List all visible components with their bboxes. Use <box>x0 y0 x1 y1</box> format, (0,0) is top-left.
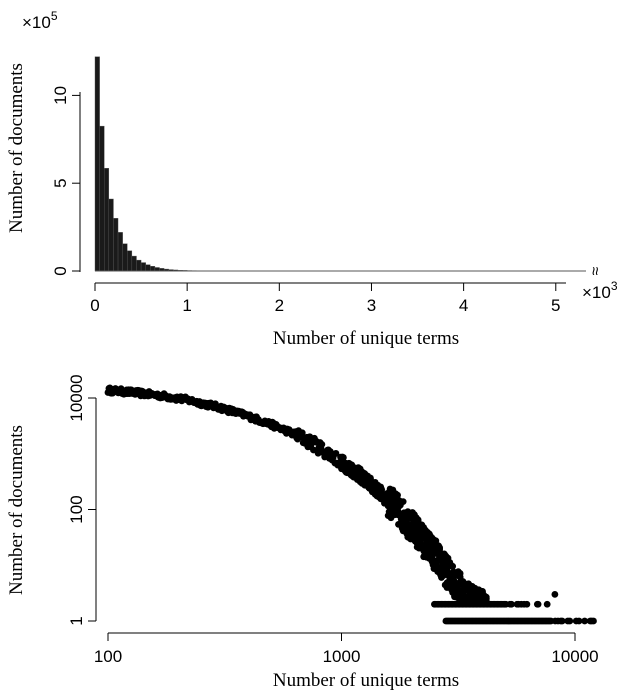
scatter-point <box>558 617 566 625</box>
histogram-x-tick-label: 3 <box>367 296 376 315</box>
histogram-bar <box>122 243 128 272</box>
scatter-point <box>339 454 347 461</box>
histogram-y-tick-label: 10 <box>51 86 70 105</box>
histogram-bar <box>150 266 156 272</box>
scatter-point <box>566 617 574 625</box>
histogram-bar <box>94 56 100 272</box>
scatter-point <box>543 600 551 608</box>
scatter-point <box>508 600 515 608</box>
scatter-point <box>551 591 559 598</box>
histogram-bar <box>108 198 114 272</box>
scatter-y-axis-label: Number of documents <box>6 425 27 595</box>
scatter-point <box>298 429 306 437</box>
histogram-bar <box>113 218 119 272</box>
histogram-x-tick-label: 0 <box>90 296 99 315</box>
scatter-point <box>399 498 407 506</box>
scatter-point <box>456 570 464 577</box>
histogram-bar <box>127 250 133 272</box>
x-multiplier: ×103 <box>582 279 618 302</box>
scatter-y-tick-label: 1 <box>67 616 86 625</box>
y-multiplier: ×105 <box>22 9 58 32</box>
scatter-x-axis-label: Number of unique terms <box>273 670 459 691</box>
scatter-point <box>575 617 583 625</box>
histogram-bar <box>140 262 146 272</box>
histogram-panel: ×105 Number of documents 0 5 10 ≈ 0 1 2 3 4 5 ×… <box>6 9 618 349</box>
histogram-y-axis-label: Number of documents <box>6 63 27 233</box>
scatter-point <box>581 617 589 625</box>
axis-break-symbol: ≈ <box>586 267 603 276</box>
scatter-panel: Number of documents 1 100 10000 100 1000 100… <box>6 374 599 691</box>
scatter-point <box>414 516 422 524</box>
histogram-bar <box>145 264 151 272</box>
histogram-x-axis-label: Number of unique terms <box>273 328 459 349</box>
scatter-point <box>523 600 531 608</box>
scatter-point <box>482 595 490 603</box>
histogram-bar <box>99 125 105 272</box>
histogram-bar <box>136 259 142 272</box>
scatter-y-tick-label: 100 <box>67 495 86 523</box>
scatter-point <box>318 440 326 448</box>
histogram-x-tick-label: 5 <box>551 296 560 315</box>
scatter-point <box>332 449 340 457</box>
histogram-x-tick-label: 1 <box>182 296 191 315</box>
scatter-point <box>533 600 541 608</box>
scatter-x-tick-label: 10000 <box>551 647 598 666</box>
histogram-bar <box>104 168 110 272</box>
histogram-x-tick-label: 4 <box>459 296 468 315</box>
scatter-point <box>449 562 457 570</box>
histogram-bar <box>131 255 137 272</box>
scatter-points <box>104 384 597 625</box>
histogram-x-tick-label: 2 <box>275 296 284 315</box>
histogram-bar <box>154 267 160 272</box>
histogram-y-tick-label: 5 <box>51 178 70 187</box>
histogram-y-tick-label: 0 <box>51 266 70 275</box>
scatter-x-tick-label: 1000 <box>323 647 361 666</box>
scatter-point <box>590 617 597 625</box>
scatter-point <box>394 491 401 499</box>
histogram-bar <box>117 232 123 272</box>
scatter-x-tick-label: 100 <box>94 647 122 666</box>
scatter-y-tick-label: 10000 <box>67 374 86 421</box>
histogram-bars <box>94 56 234 272</box>
